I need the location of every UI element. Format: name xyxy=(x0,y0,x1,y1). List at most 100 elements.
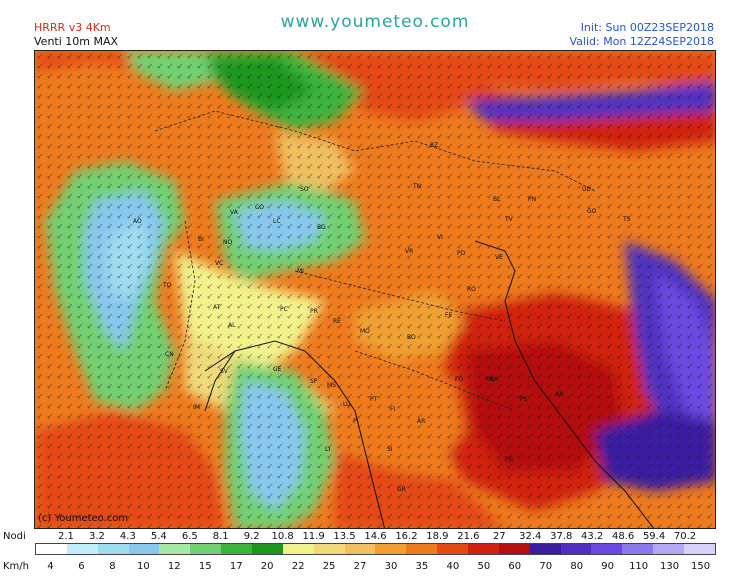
province-labels: BZ TN UD PN GO TS VI BL TV PD VE VR RO FE BO MO RE PR PC MI… xyxy=(133,142,631,493)
kmh-label: Km/h xyxy=(3,561,30,572)
scale-swatch xyxy=(313,544,345,554)
province-label: RE xyxy=(333,318,341,325)
scale-swatch xyxy=(128,544,160,554)
site-url[interactable]: www.youmeteo.com xyxy=(280,12,470,32)
nodi-tick-label: 13.5 xyxy=(333,531,356,542)
scale-swatch xyxy=(36,544,67,554)
nodi-tick-label: 37.8 xyxy=(550,531,573,542)
coastlines xyxy=(204,240,655,528)
province-label: TS xyxy=(622,216,631,223)
province-label: FE xyxy=(445,312,452,319)
province-label: UD xyxy=(582,186,591,193)
kmh-tick-label: 4 xyxy=(47,561,54,572)
kmh-scale-labels: 4 6 8 10 12 15 17 20 22 25 27 30 35 40 50 60 70 80 90 110 13… xyxy=(35,561,716,573)
nodi-tick-label: 2.1 xyxy=(58,531,74,542)
province-label: NO xyxy=(223,239,232,246)
kmh-tick-label: 25 xyxy=(322,561,336,572)
province-label: FO xyxy=(455,376,463,383)
nodi-tick-label: 27 xyxy=(492,531,506,542)
province-label: LU xyxy=(343,401,350,408)
province-label: VA xyxy=(230,209,239,216)
scale-swatch xyxy=(591,544,623,554)
kmh-tick-label: 8 xyxy=(109,561,116,572)
borders xyxy=(154,110,596,412)
province-label: RO xyxy=(467,286,476,293)
province-label: RN xyxy=(485,376,494,383)
province-label: AN xyxy=(555,391,564,398)
nodi-tick-label: 48.6 xyxy=(611,531,635,542)
color-scale xyxy=(35,543,716,555)
province-label: PG xyxy=(505,456,514,463)
scale-swatch xyxy=(344,544,376,554)
kmh-tick-label: 22 xyxy=(291,561,305,572)
province-label: PR xyxy=(310,308,318,315)
kmh-tick-label: 17 xyxy=(229,561,243,572)
province-label: BG xyxy=(317,224,326,231)
scale-swatch xyxy=(159,544,191,554)
scale-swatch xyxy=(437,544,469,554)
scale-swatch xyxy=(66,544,98,554)
province-label: CN xyxy=(165,351,174,358)
kmh-tick-label: 10 xyxy=(136,561,150,572)
province-label: MI xyxy=(297,268,304,275)
province-label: BZ xyxy=(430,142,438,149)
province-label: SP xyxy=(310,378,318,385)
scale-swatch xyxy=(252,544,283,554)
province-label: LI xyxy=(325,446,330,453)
scale-swatch xyxy=(622,544,654,554)
nodi-tick-label: 8.1 xyxy=(212,531,229,542)
nodi-tick-label: 6.5 xyxy=(181,531,198,542)
province-label: VE xyxy=(495,254,503,261)
province-label: AL xyxy=(228,322,236,329)
nodi-tick-label: 5.4 xyxy=(150,531,167,542)
valid-time: Valid: Mon 12Z24SEP2018 xyxy=(569,35,715,48)
kmh-tick-label: 12 xyxy=(167,561,181,572)
scale-swatch xyxy=(498,544,530,554)
kmh-tick-label: 60 xyxy=(508,561,522,572)
province-label: PI xyxy=(353,418,359,425)
province-label: GE xyxy=(273,366,282,373)
province-label: BO xyxy=(407,334,416,341)
province-label: MO xyxy=(360,328,370,335)
province-label: PC xyxy=(280,306,288,313)
nodi-tick-label: 70.2 xyxy=(673,531,697,542)
nodi-tick-label: 9.2 xyxy=(243,531,260,542)
scale-swatch xyxy=(190,544,222,554)
province-label: SO xyxy=(300,186,309,193)
province-label: RA xyxy=(490,376,499,383)
kmh-tick-label: 90 xyxy=(601,561,615,572)
province-label: PN xyxy=(528,196,536,203)
kmh-tick-label: 15 xyxy=(198,561,212,572)
scale-swatch xyxy=(468,544,499,554)
province-label: CO xyxy=(255,204,264,211)
nodi-tick-label: 21.6 xyxy=(457,531,480,542)
wind-map-canvas: BZ TN UD PN GO TS VI BL TV PD VE VR RO FE BO MO RE PR PC MI… xyxy=(35,51,715,528)
scale-swatch xyxy=(282,544,314,554)
kmh-tick-label: 110 xyxy=(629,561,649,572)
model-title: HRRR v3 4Km xyxy=(34,21,111,34)
province-label: BL xyxy=(493,196,501,203)
nodi-tick-label: 18.9 xyxy=(426,531,449,542)
kmh-tick-label: 40 xyxy=(446,561,460,572)
province-label: AR xyxy=(417,418,425,425)
kmh-tick-label: 50 xyxy=(477,561,491,572)
wind-map: BZ TN UD PN GO TS VI BL TV PD VE VR RO FE BO MO RE PR PC MI… xyxy=(34,50,716,529)
init-time: Init: Sun 00Z23SEP2018 xyxy=(580,21,714,34)
kmh-tick-label: 130 xyxy=(660,561,680,572)
scale-swatch xyxy=(529,544,561,554)
nodi-tick-label: 14.6 xyxy=(364,531,387,542)
wind-arrows xyxy=(35,51,715,528)
province-label: IM xyxy=(193,404,200,411)
kmh-tick-label: 27 xyxy=(353,561,367,572)
province-label: SI xyxy=(387,446,393,453)
scale-swatch xyxy=(97,544,129,554)
province-label: MS xyxy=(327,382,336,389)
nodi-tick-label: 16.2 xyxy=(395,531,418,542)
nodi-tick-label: 32.4 xyxy=(519,531,542,542)
province-label: PS xyxy=(520,396,528,403)
province-label: AO xyxy=(133,218,142,225)
scale-swatch xyxy=(221,544,253,554)
scale-swatch xyxy=(653,544,685,554)
province-label: BI xyxy=(198,236,204,243)
province-label: GR xyxy=(397,486,406,493)
